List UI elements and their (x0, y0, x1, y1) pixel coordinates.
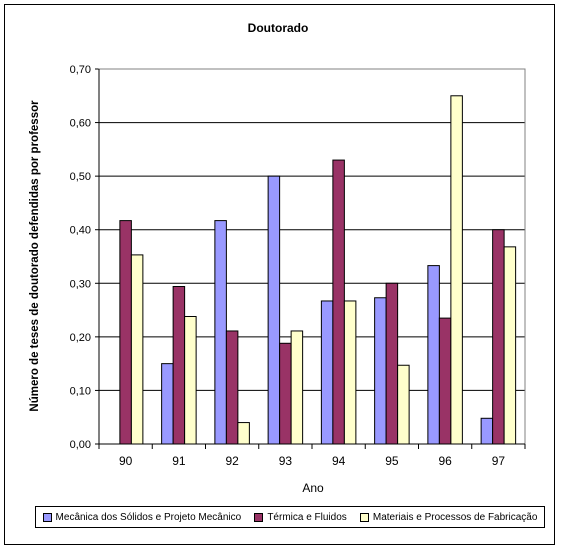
bar-series-3-93 (290, 330, 304, 445)
bar-series-1-91 (161, 363, 174, 445)
x-tick-label: 92 (225, 454, 239, 468)
bar-series-3-91 (184, 316, 197, 445)
legend-label-series-3: Materiais e Processos de Fabricação (372, 511, 538, 523)
legend-item-series-3: Materiais e Processos de Fabricação (359, 511, 538, 523)
y-tick-label: 0,10 (70, 385, 91, 397)
bar-series-1-95 (374, 297, 387, 445)
legend-item-series-2: Térmica e Fluidos (254, 511, 347, 523)
x-tick-label: 90 (119, 454, 133, 468)
x-tick-label: 95 (385, 454, 399, 468)
y-tick-label: 0,60 (70, 118, 91, 130)
x-axis-label: Ano (302, 481, 324, 495)
legend-swatch-series-1 (42, 512, 52, 522)
bar-series-3-90 (130, 254, 144, 445)
bar-series-1-93 (267, 175, 281, 445)
legend-label-series-2: Térmica e Fluidos (267, 511, 347, 523)
bar-series-1-92 (214, 220, 227, 445)
x-tick-label: 94 (332, 454, 346, 468)
y-axis-label: Número de teses de doutorado defendidas … (29, 100, 41, 412)
bar-series-1-96 (427, 265, 440, 445)
y-tick-label: 0,30 (70, 278, 91, 290)
bar-series-3-94 (343, 300, 357, 445)
y-tick-label: 0,50 (70, 171, 91, 183)
legend-label-series-1: Mecânica dos Sólidos e Projeto Mecânico (55, 511, 242, 523)
bar-series-2-94 (332, 159, 345, 445)
y-tick-label: 0,40 (70, 225, 91, 237)
bar-series-2-96 (438, 317, 452, 445)
x-tick-label: 97 (492, 454, 506, 468)
bar-series-1-97 (480, 417, 494, 445)
bar-series-2-95 (385, 282, 399, 445)
x-tick-label: 96 (438, 454, 452, 468)
y-tick-label: 0,70 (70, 64, 91, 76)
legend: Mecânica dos Sólidos e Projeto Mecânico … (35, 506, 545, 528)
legend-item-series-1: Mecânica dos Sólidos e Projeto Mecânico (42, 511, 242, 523)
plot-area: 0,00 0,10 0,20 0,30 0,40 0,50 0,60 0,70 90 91 92 93… (70, 64, 526, 468)
bar-series-3-96 (450, 95, 463, 445)
bar-series-3-92 (237, 422, 250, 445)
bar-series-2-90 (119, 220, 132, 445)
y-tick-label: 0,20 (70, 332, 91, 344)
bar-series-2-97 (492, 229, 505, 445)
y-tick-label: 0,00 (70, 439, 91, 451)
legend-swatch-series-2 (254, 512, 264, 522)
bar-series-2-91 (172, 286, 186, 445)
bar-series-3-95 (397, 364, 410, 445)
chart-title: Doutorado (248, 21, 309, 35)
bar-series-2-92 (225, 330, 239, 445)
legend-swatch-series-3 (359, 512, 369, 522)
bar-series-3-97 (503, 246, 517, 445)
x-tick-label: 93 (279, 454, 293, 468)
bar-series-1-94 (320, 300, 334, 445)
bar-series-2-93 (279, 342, 292, 445)
x-tick-label: 91 (172, 454, 186, 468)
